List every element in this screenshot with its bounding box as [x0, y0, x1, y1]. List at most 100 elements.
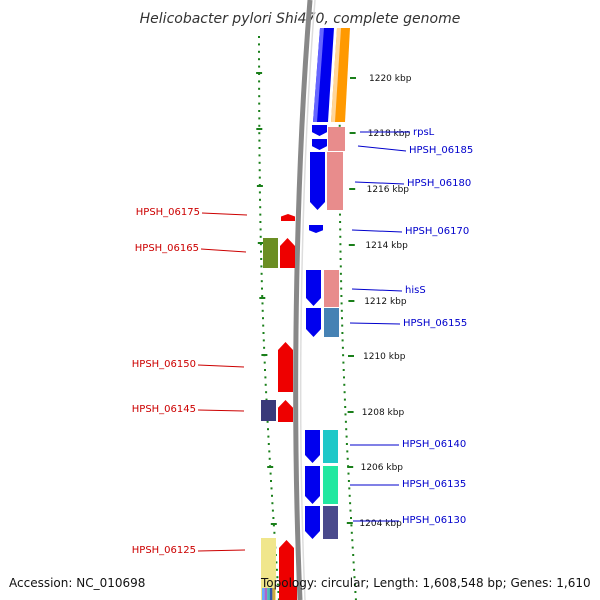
fwd-gene-06130	[305, 506, 320, 539]
dotted-ring-inner	[258, 36, 280, 600]
reverse-label-leader	[197, 364, 245, 368]
kbp-tick-label: 1210 kbp	[363, 352, 406, 362]
fwd-gene-06180	[310, 152, 325, 210]
kbp-tick-mark	[349, 132, 356, 134]
cog-strip-segment	[264, 588, 268, 600]
forward-label-text: HPSH_06130	[402, 515, 466, 526]
kbp-tick: 1212 kbp	[348, 297, 407, 307]
kbp-tick-label: 1206 kbp	[361, 463, 404, 473]
backbone-line	[293, 0, 313, 600]
topology-text: Topology: circular; Length: 1,608,548 bp…	[260, 576, 591, 590]
rev-gene-fragment	[293, 586, 297, 600]
cog-box-pink-hiss	[324, 270, 339, 307]
rev-gene-06125	[279, 540, 294, 600]
kbp-tick: 1220 kbp	[350, 74, 412, 84]
kbp-tick: 1206 kbp	[347, 463, 403, 473]
cog-box-steelblue	[324, 308, 339, 337]
kbp-tick-label: 1216 kbp	[367, 185, 410, 195]
forward-label-text: HPSH_06180	[407, 178, 471, 189]
forward-label-text: rpsL	[413, 127, 435, 138]
kbp-tick-mark	[348, 300, 355, 302]
reverse-gene-label: HPSH_06150	[132, 359, 245, 370]
rev-gene-06165	[280, 238, 295, 268]
kbp-tick: 1208 kbp	[347, 408, 405, 418]
cog-box-green	[323, 466, 338, 504]
forward-gene-label: HPSH_06185	[357, 145, 473, 156]
accession-text: Accession: NC_010698	[9, 576, 145, 590]
forward-gene-label: HPSH_06130	[353, 515, 466, 526]
forward-label-leader	[357, 145, 407, 152]
fwd-gene-06140	[305, 430, 320, 463]
backbone-highlight	[299, 0, 316, 600]
forward-gene-label: HPSH_06140	[350, 439, 466, 450]
reverse-label-text: HPSH_06145	[132, 404, 196, 415]
reverse-gene-label: HPSH_06165	[135, 243, 247, 254]
kbp-tick-mark	[347, 411, 354, 413]
rev-gene-06145	[278, 400, 293, 422]
cog-strip-segment	[272, 588, 275, 600]
forward-label-text: HPSH_06170	[405, 226, 469, 237]
forward-gene-label: HPSH_06180	[354, 178, 471, 189]
forward-label-leader	[349, 322, 401, 325]
reverse-label-leader	[197, 549, 246, 552]
fwd-gene-06170	[309, 225, 323, 233]
fwd-gene-a-shade	[313, 28, 324, 122]
kbp-tick: 1216 kbp	[349, 185, 409, 195]
forward-label-text: HPSH_06185	[409, 145, 473, 156]
forward-label-text: hisS	[405, 285, 426, 296]
forward-gene-label: HPSH_06170	[351, 226, 469, 237]
kbp-tick-label: 1214 kbp	[365, 241, 408, 251]
forward-label-text: HPSH_06155	[403, 318, 467, 329]
kbp-tick: 1210 kbp	[348, 352, 406, 362]
forward-label-leader	[351, 288, 403, 292]
gene-features	[261, 28, 350, 600]
kbp-tick-label: 1204 kbp	[359, 519, 402, 529]
kbp-tick-mark	[348, 355, 354, 357]
cog-box-olive	[263, 238, 278, 268]
reverse-label-text: HPSH_06125	[132, 545, 196, 556]
fwd-gene-hiss	[306, 270, 321, 306]
forward-label-leader	[351, 229, 403, 233]
forward-gene-label: HPSH_06135	[350, 479, 466, 490]
fwd-gene-06185	[312, 139, 327, 150]
forward-label-text: HPSH_06135	[402, 479, 466, 490]
reverse-label-leader	[200, 248, 247, 253]
gene-labels: rpsL HPSH_06185 HPSH_06180 HPSH_06170 hisS HP…	[132, 127, 473, 556]
kbp-tick-mark	[349, 188, 356, 190]
fwd-gene-06155	[306, 308, 321, 337]
forward-gene-label: hisS	[351, 285, 426, 296]
fwd-gene-06135	[305, 466, 320, 504]
rev-gene-06175	[281, 214, 295, 221]
kbp-tick-label: 1212 kbp	[364, 297, 407, 307]
cog-box-pink-b	[327, 152, 343, 210]
kbp-tick: 1218 kbp	[349, 129, 411, 139]
forward-label-leader	[354, 181, 405, 185]
reverse-gene-label: HPSH_06125	[132, 545, 246, 556]
cog-strip-segment	[267, 588, 270, 600]
fwd-gene-rpsl	[312, 125, 327, 136]
kbp-scale: 1220 kbp 1218 kbp 1216 kbp 1214 kbp 1212 kbp…	[346, 74, 412, 529]
reverse-label-leader	[201, 212, 248, 216]
kbp-tick: 1214 kbp	[348, 241, 408, 251]
cog-strip-segment	[262, 588, 265, 600]
kbp-tick-label: 1220 kbp	[369, 74, 412, 84]
kbp-tick-mark	[348, 244, 355, 246]
reverse-gene-label: HPSH_06145	[132, 404, 245, 415]
kbp-tick-label: 1208 kbp	[362, 408, 405, 418]
reverse-gene-label: HPSH_06175	[136, 207, 248, 218]
cog-box-navy	[261, 400, 276, 421]
cog-box-pink-a	[328, 127, 345, 151]
reverse-label-text: HPSH_06150	[132, 359, 196, 370]
reverse-label-text: HPSH_06175	[136, 207, 200, 218]
kbp-tick-mark	[350, 77, 356, 79]
cog-box-slate	[323, 506, 338, 539]
rev-gene-06150	[278, 342, 293, 392]
cog-box-orange-shade	[331, 28, 341, 122]
forward-gene-label: HPSH_06155	[349, 318, 467, 329]
kbp-tick-mark	[346, 522, 353, 524]
reverse-label-leader	[197, 409, 245, 412]
kbp-tick-label: 1218 kbp	[368, 129, 411, 139]
forward-label-text: HPSH_06140	[402, 439, 466, 450]
forward-gene-label: rpsL	[360, 127, 435, 138]
